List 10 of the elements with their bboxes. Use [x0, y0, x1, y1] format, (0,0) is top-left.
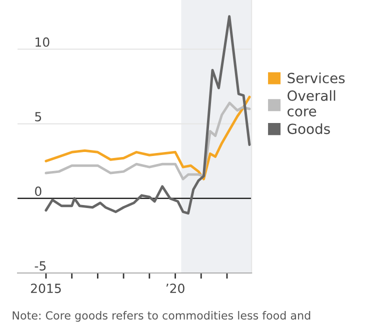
legend-label: Services	[288, 72, 345, 84]
text: Note: Core goods refers to commodities less food and	[12, 310, 310, 322]
x-tick-label: 2015	[31, 284, 61, 294]
y-tick-label: 10	[36, 37, 50, 47]
legend-label: Goods	[288, 123, 330, 134]
y-tick-label: 0	[35, 186, 42, 196]
x-tick-label: ’20	[166, 284, 184, 294]
y-tick-label: 5	[35, 112, 42, 122]
legend-label: Overall core	[288, 90, 336, 116]
y-tick-label: -5	[34, 261, 46, 271]
